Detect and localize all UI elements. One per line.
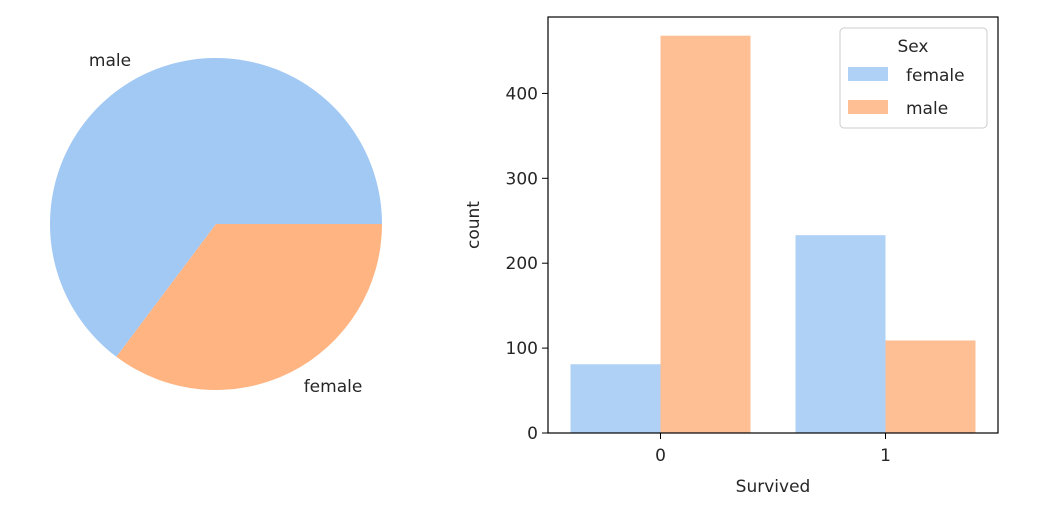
- pie-label-male: male: [89, 51, 131, 71]
- y-ticks: 0 100 200 300 400: [506, 84, 548, 444]
- pie-label-female: female: [304, 377, 363, 397]
- bar-male-0: [660, 35, 751, 433]
- y-tick-label: 400: [506, 84, 538, 104]
- y-tick-label: 300: [506, 169, 538, 189]
- legend-label-female: female: [906, 66, 965, 86]
- pie-slice-male: [49, 57, 383, 357]
- legend-swatch-female: [848, 67, 888, 81]
- pie-chart: male female: [49, 51, 383, 397]
- bars: [570, 35, 976, 433]
- legend-title: Sex: [897, 37, 928, 57]
- y-tick-label: 0: [527, 424, 538, 444]
- bar-female-1: [795, 235, 886, 433]
- legend-swatch-male: [848, 100, 888, 114]
- x-axis-label: Survived: [736, 477, 811, 497]
- x-tick-label: 1: [880, 446, 891, 466]
- y-axis-label: count: [464, 201, 484, 249]
- legend-label-male: male: [906, 99, 948, 119]
- axes-frame: [547, 16, 999, 434]
- y-tick-label: 100: [506, 339, 538, 359]
- pie-slices: [49, 57, 383, 390]
- x-tick-label: 0: [655, 446, 666, 466]
- legend: Sex female male: [839, 27, 988, 129]
- pie-slice-female: [116, 224, 383, 390]
- bar-male-1: [885, 340, 976, 433]
- y-tick-label: 200: [506, 254, 538, 274]
- bar-female-0: [570, 364, 661, 433]
